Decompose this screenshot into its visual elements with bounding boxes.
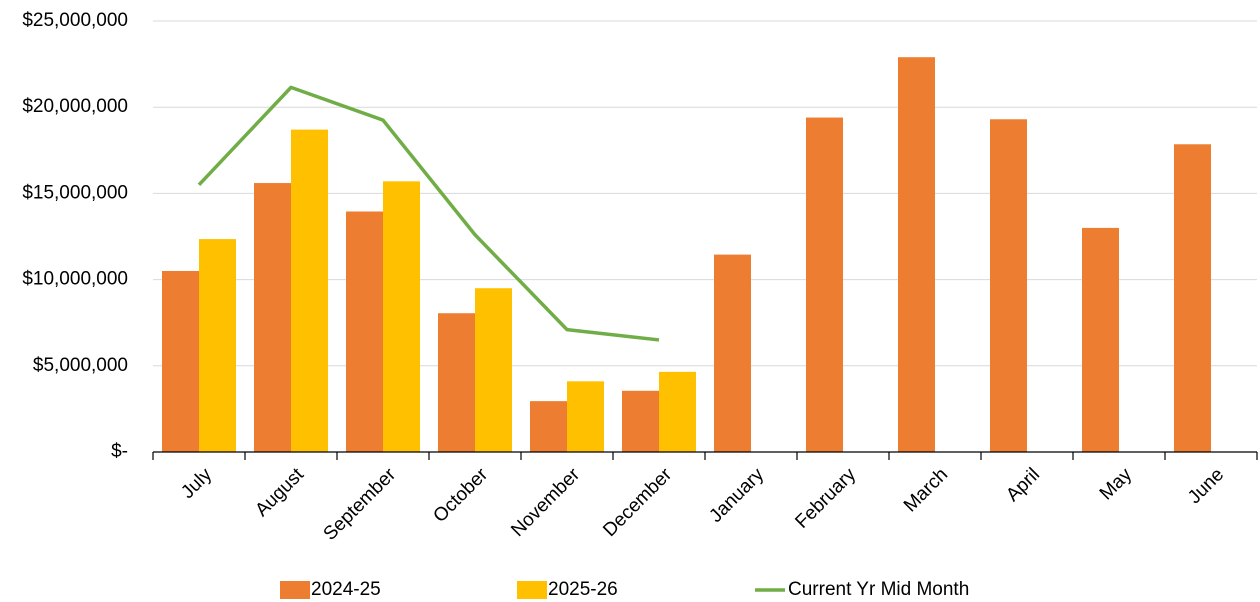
bar <box>438 313 475 452</box>
bar <box>199 239 236 452</box>
x-tick-label: February <box>791 464 860 533</box>
legend-swatch <box>280 581 310 599</box>
x-tick-label: January <box>705 464 768 527</box>
line <box>197 85 660 342</box>
x-tick-label: August <box>251 464 308 521</box>
bar <box>990 119 1027 452</box>
bar <box>254 183 291 452</box>
x-tick-label: April <box>1002 464 1044 506</box>
bar <box>567 381 604 452</box>
y-tick-label: $20,000,000 <box>22 96 128 117</box>
x-tick-label: March <box>900 464 952 516</box>
bar <box>162 270 199 452</box>
x-tick-label: December <box>599 464 676 541</box>
x-tick-label: September <box>320 464 401 545</box>
bar <box>291 129 328 452</box>
bar <box>383 181 420 452</box>
bar <box>475 288 512 452</box>
legend-label: 2024-25 <box>311 579 381 600</box>
x-tick-label: July <box>177 464 216 503</box>
y-tick-label: $- <box>111 441 128 462</box>
y-tick-label: $25,000,000 <box>22 10 128 31</box>
legend-swatch <box>517 581 547 599</box>
x-tick-label: May <box>1096 464 1137 505</box>
x-tick-label: June <box>1184 464 1228 508</box>
bar <box>346 211 383 452</box>
bar <box>622 390 659 452</box>
bar <box>714 254 751 452</box>
bar <box>1174 144 1211 453</box>
legend-label: 2025-26 <box>548 579 618 600</box>
bar <box>659 371 696 452</box>
x-tick-label: November <box>507 464 584 541</box>
y-tick-label: $5,000,000 <box>33 355 128 376</box>
x-tick-label: October <box>429 464 492 527</box>
bar <box>898 57 935 452</box>
bar <box>1082 227 1119 452</box>
bar <box>806 117 843 452</box>
y-tick-label: $15,000,000 <box>22 182 128 203</box>
bar <box>530 401 567 452</box>
legend-label: Current Yr Mid Month <box>788 579 969 600</box>
y-tick-label: $10,000,000 <box>22 269 128 290</box>
